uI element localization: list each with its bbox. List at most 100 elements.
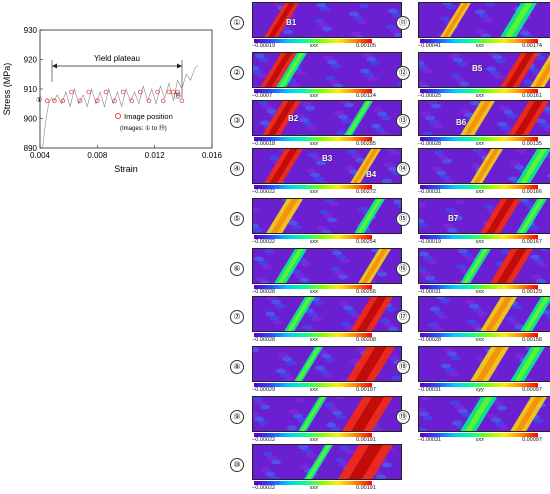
strain-field-image xyxy=(418,248,550,284)
image-position-marker xyxy=(179,98,185,104)
band-label-b4: B4 xyxy=(366,170,377,179)
field-speckle xyxy=(485,3,495,7)
field-speckle xyxy=(264,249,274,254)
field-speckle xyxy=(253,347,259,353)
field-speckle xyxy=(253,65,259,71)
shear-band-core xyxy=(519,199,544,233)
field-speckle xyxy=(514,324,524,330)
field-speckle xyxy=(419,202,426,208)
colorbar-max: 0.00161 xyxy=(522,93,542,99)
field-speckle xyxy=(308,152,318,158)
field-speckle xyxy=(436,297,446,300)
strain-field-image xyxy=(252,296,402,332)
field-speckle xyxy=(283,29,293,35)
field-speckle xyxy=(483,17,493,23)
field-speckle xyxy=(535,55,545,61)
colorbar-min: −0.00028 xyxy=(252,337,276,343)
field-speckle xyxy=(432,166,442,172)
field-speckle xyxy=(434,310,444,316)
shear-band-core xyxy=(296,347,321,381)
field-speckle xyxy=(295,397,305,403)
shear-band-core xyxy=(287,297,312,331)
shear-band-core xyxy=(277,249,304,283)
field-speckle xyxy=(484,204,494,210)
field-speckle xyxy=(339,461,349,467)
image-position-marker xyxy=(103,89,109,95)
field-speckle xyxy=(331,63,341,69)
strain-symbol: εxx xyxy=(476,141,484,147)
strain-symbol: εxx xyxy=(476,93,484,99)
colorbar-max: 0.00097 xyxy=(522,437,542,443)
shear-band-core xyxy=(267,101,296,135)
shear-band-core xyxy=(463,249,488,283)
field-speckle xyxy=(386,306,396,312)
field-speckle xyxy=(347,149,357,155)
field-speckle xyxy=(423,255,433,261)
field-speckle xyxy=(256,276,266,282)
plateau-label: Yield plateau xyxy=(94,54,140,63)
field-speckle xyxy=(520,30,530,36)
field-speckle xyxy=(438,154,448,160)
strain-symbol: εxx xyxy=(310,387,318,393)
field-speckle xyxy=(332,410,342,416)
field-speckle xyxy=(534,258,544,264)
field-speckle xyxy=(497,121,507,127)
panel-number: ⑮ xyxy=(396,212,410,226)
field-speckle xyxy=(254,256,264,262)
field-speckle xyxy=(486,66,496,72)
field-speckle xyxy=(328,249,338,252)
image-position-marker xyxy=(175,89,180,95)
band-label-b3: B3 xyxy=(322,154,333,163)
x-axis-label: Strain xyxy=(114,164,138,174)
chart-legend: Image position (Images: ① to ⑲) xyxy=(115,112,173,132)
field-speckle xyxy=(339,301,349,307)
strain-symbol: εxx xyxy=(476,239,484,245)
colorbar xyxy=(254,433,372,437)
field-speckle xyxy=(258,101,268,106)
field-speckle xyxy=(419,80,426,86)
field-speckle xyxy=(325,75,335,81)
strain-symbol: εxx xyxy=(310,337,318,343)
colorbar-max: 0.00208 xyxy=(356,337,376,343)
field-speckle xyxy=(335,457,345,463)
strain-panel: ⑫ −0.00025 εxx 0.00161 xyxy=(396,52,550,100)
field-speckle xyxy=(449,53,459,59)
field-speckle xyxy=(253,207,261,213)
field-speckle xyxy=(432,326,442,331)
colorbar-min: −0.00022 xyxy=(252,437,276,443)
field-speckle xyxy=(447,227,457,233)
strain-field-image xyxy=(418,52,550,88)
field-speckle xyxy=(299,117,309,123)
field-speckle xyxy=(324,402,334,408)
shear-band-core xyxy=(353,149,378,183)
field-speckle xyxy=(510,320,520,326)
field-speckle xyxy=(544,126,550,132)
colorbar xyxy=(420,89,538,93)
x-tick-label: 0.004 xyxy=(30,151,51,160)
field-speckle xyxy=(301,261,311,267)
field-speckle xyxy=(431,103,441,109)
field-speckle xyxy=(318,22,328,28)
field-speckle xyxy=(421,111,431,117)
band-label-b5: B5 xyxy=(472,64,483,73)
field-speckle xyxy=(269,155,279,161)
field-speckle xyxy=(433,123,443,129)
legend-note: (Images: ① to ⑲) xyxy=(120,124,167,132)
field-speckle xyxy=(326,422,336,428)
field-speckle xyxy=(475,9,485,15)
colorbar xyxy=(254,383,372,387)
panel-number: ⑰ xyxy=(396,310,410,324)
field-speckle xyxy=(310,172,320,178)
image-position-marker xyxy=(138,89,143,95)
strain-panel: ⑮ −0.00019 εxx 0.00167 xyxy=(396,198,550,246)
strain-panel: ⑦ −0.00028 εxx 0.00208 xyxy=(230,296,402,344)
field-speckle xyxy=(308,312,318,318)
legend-marker xyxy=(115,113,122,120)
field-speckle xyxy=(340,258,350,264)
field-speckle xyxy=(338,114,348,120)
shear-band-core xyxy=(475,347,504,381)
colorbar xyxy=(254,89,372,93)
field-speckle xyxy=(395,379,401,381)
field-speckle xyxy=(271,459,281,465)
field-speckle xyxy=(290,82,300,87)
